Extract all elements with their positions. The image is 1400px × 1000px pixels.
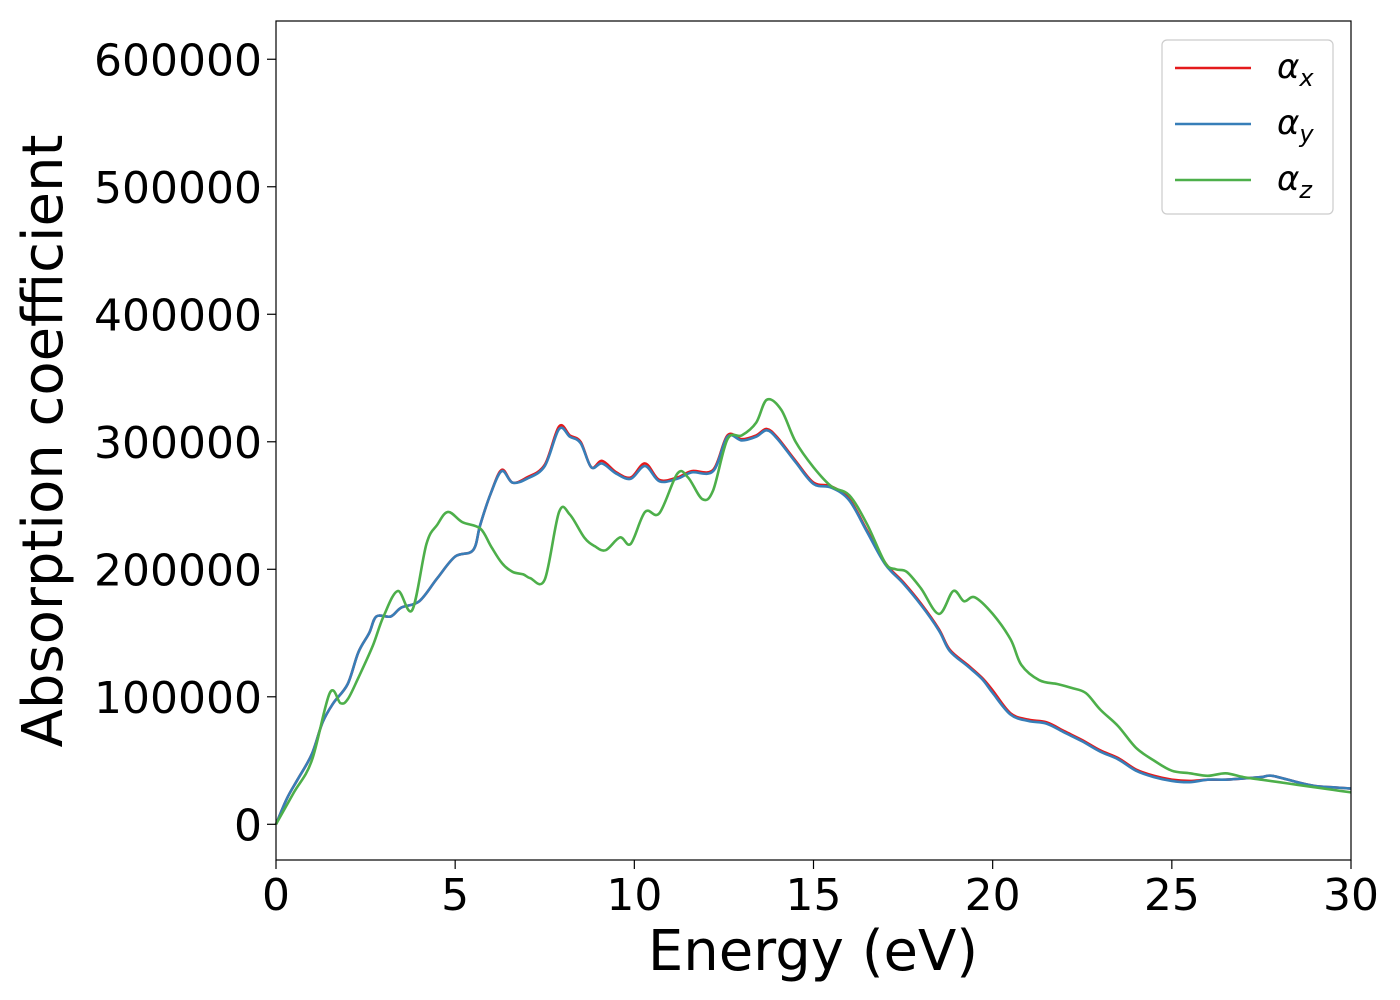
y-tick-label: 400000 — [94, 290, 262, 341]
x-tick-label: 30 — [1323, 870, 1379, 921]
x-tick-label: 0 — [262, 870, 290, 921]
y-tick-label: 100000 — [94, 673, 262, 724]
y-axis-ticks: 0 100000 200000 300000 400000 500000 600000 — [94, 35, 276, 851]
series-line-y — [274, 426, 1352, 825]
x-tick-label: 20 — [965, 870, 1021, 921]
y-tick-label: 200000 — [94, 545, 262, 596]
y-tick-label: 300000 — [94, 418, 262, 469]
y-tick-label: 600000 — [94, 35, 262, 86]
x-tick-label: 15 — [786, 870, 842, 921]
x-tick-label: 5 — [441, 870, 469, 921]
x-tick-label: 10 — [606, 870, 662, 921]
series-lines — [274, 397, 1352, 825]
legend-box — [1161, 39, 1334, 215]
y-axis-title: Absorption coefficient — [11, 135, 76, 748]
series-line-z — [274, 397, 1352, 825]
y-tick-label: 0 — [234, 800, 262, 851]
y-tick-label: 500000 — [94, 163, 262, 214]
x-tick-label: 25 — [1144, 870, 1200, 921]
x-axis-ticks: 0 5 10 15 20 25 30 — [262, 860, 1379, 921]
x-axis-title: Energy (eV) — [648, 919, 978, 984]
